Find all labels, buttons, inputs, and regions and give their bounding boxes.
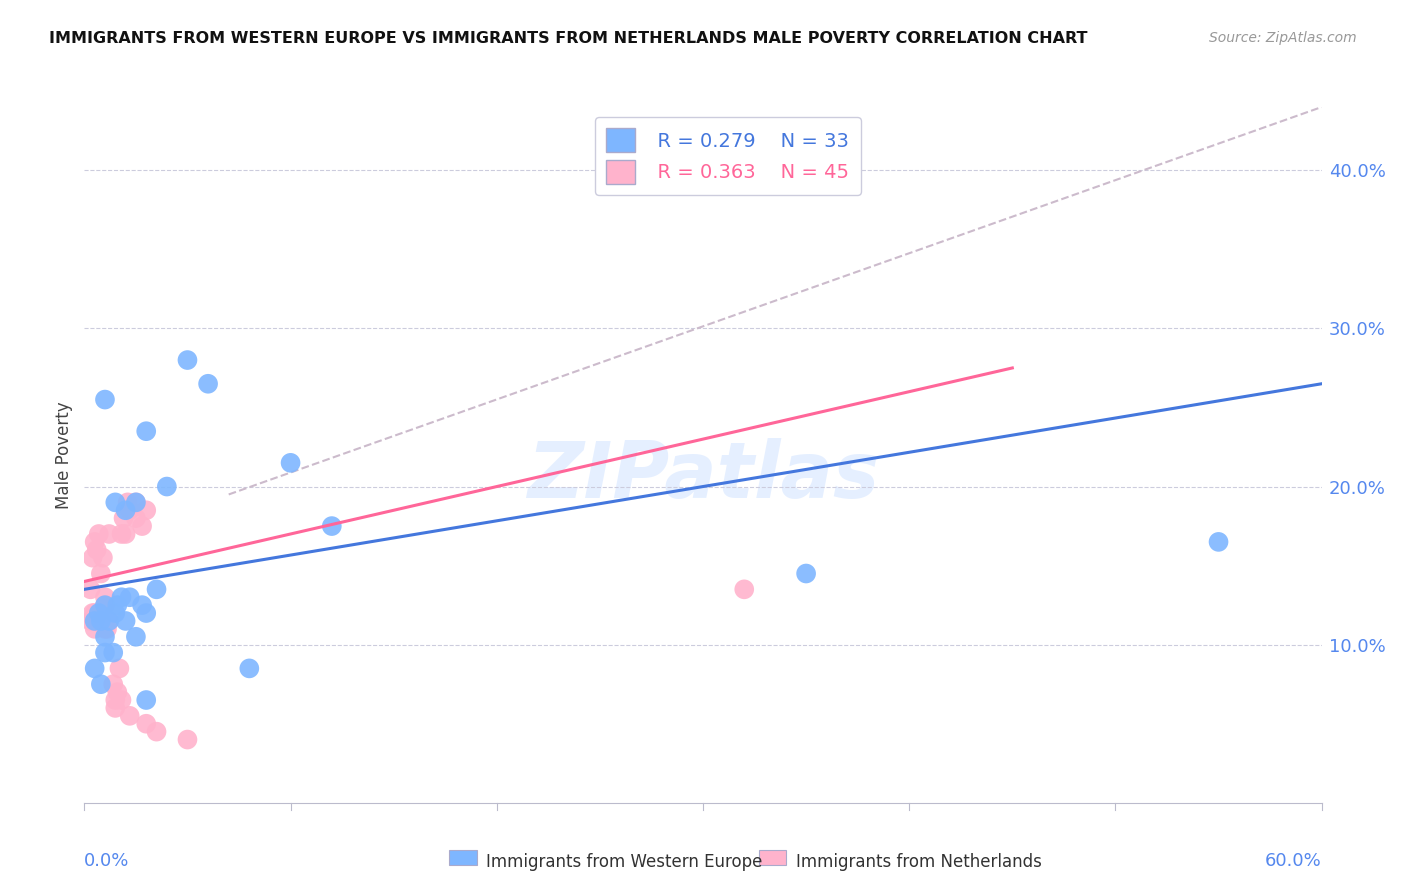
Point xyxy=(83,614,105,628)
Point xyxy=(118,503,141,517)
Point xyxy=(117,495,139,509)
Point xyxy=(94,392,117,407)
Point xyxy=(135,716,157,731)
Point xyxy=(110,693,132,707)
Point xyxy=(83,534,105,549)
Point xyxy=(98,614,121,628)
Point xyxy=(108,661,131,675)
Point xyxy=(98,614,121,628)
Point xyxy=(105,685,128,699)
Point xyxy=(90,614,112,628)
Point xyxy=(125,495,148,509)
Legend:   R = 0.279    N = 33,   R = 0.363    N = 45: R = 0.279 N = 33, R = 0.363 N = 45 xyxy=(595,117,860,195)
Point xyxy=(1208,534,1230,549)
Point xyxy=(83,606,105,620)
Point xyxy=(104,606,127,620)
Point xyxy=(238,661,260,675)
FancyBboxPatch shape xyxy=(759,850,786,865)
Point xyxy=(125,630,148,644)
Point xyxy=(94,622,117,636)
Point xyxy=(94,630,117,644)
Point xyxy=(87,606,110,620)
Point xyxy=(145,724,167,739)
Point xyxy=(83,622,105,636)
Point xyxy=(104,693,127,707)
Point xyxy=(87,614,110,628)
Point xyxy=(114,614,136,628)
Point xyxy=(733,582,755,597)
Point xyxy=(83,661,105,675)
Point xyxy=(90,566,112,581)
Text: 60.0%: 60.0% xyxy=(1265,852,1322,870)
Point xyxy=(125,495,148,509)
Point xyxy=(118,591,141,605)
Point xyxy=(86,614,108,628)
Point xyxy=(145,582,167,597)
Point xyxy=(131,598,153,612)
Point xyxy=(103,677,125,691)
Point xyxy=(91,550,114,565)
Point xyxy=(156,479,179,493)
Point xyxy=(112,511,135,525)
Point xyxy=(110,591,132,605)
Point xyxy=(82,550,104,565)
Point xyxy=(103,646,125,660)
Point xyxy=(100,606,122,620)
Point xyxy=(280,456,302,470)
Point xyxy=(176,353,198,368)
Text: Immigrants from Netherlands: Immigrants from Netherlands xyxy=(796,853,1042,871)
Point xyxy=(94,598,117,612)
Point xyxy=(91,614,114,628)
Text: Source: ZipAtlas.com: Source: ZipAtlas.com xyxy=(1209,31,1357,45)
Point xyxy=(135,606,157,620)
Point xyxy=(131,519,153,533)
Point xyxy=(87,527,110,541)
Point xyxy=(90,606,112,620)
Point xyxy=(83,614,105,628)
Point xyxy=(79,614,101,628)
Point xyxy=(114,503,136,517)
Point xyxy=(104,495,127,509)
Point xyxy=(135,503,157,517)
Point xyxy=(82,606,104,620)
Point xyxy=(79,582,101,597)
Point xyxy=(794,566,817,581)
Point xyxy=(86,542,108,557)
Point xyxy=(105,598,128,612)
Point xyxy=(94,646,117,660)
Point xyxy=(321,519,343,533)
Point xyxy=(94,591,117,605)
Point xyxy=(90,677,112,691)
Text: Immigrants from Western Europe: Immigrants from Western Europe xyxy=(486,853,763,871)
Point xyxy=(98,527,121,541)
Text: 0.0%: 0.0% xyxy=(84,852,129,870)
Point xyxy=(176,732,198,747)
Point xyxy=(110,527,132,541)
Point xyxy=(94,614,117,628)
Y-axis label: Male Poverty: Male Poverty xyxy=(55,401,73,508)
Text: ZIPatlas: ZIPatlas xyxy=(527,438,879,514)
Point xyxy=(135,424,157,438)
Point xyxy=(197,376,219,391)
Point xyxy=(125,511,148,525)
Point xyxy=(118,708,141,723)
Point xyxy=(94,598,117,612)
Point xyxy=(104,701,127,715)
Point xyxy=(135,693,157,707)
Point xyxy=(96,622,118,636)
Text: IMMIGRANTS FROM WESTERN EUROPE VS IMMIGRANTS FROM NETHERLANDS MALE POVERTY CORRE: IMMIGRANTS FROM WESTERN EUROPE VS IMMIGR… xyxy=(49,31,1088,46)
Point xyxy=(90,614,112,628)
FancyBboxPatch shape xyxy=(450,850,477,865)
Point xyxy=(114,527,136,541)
